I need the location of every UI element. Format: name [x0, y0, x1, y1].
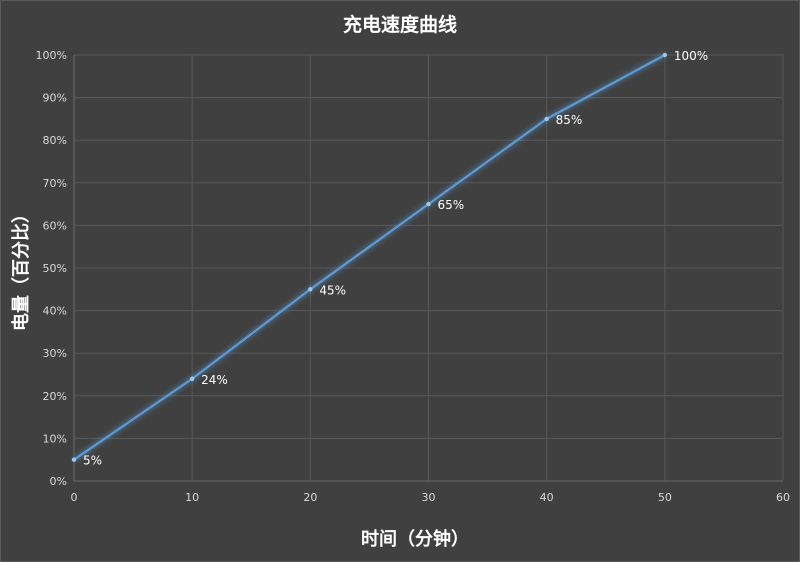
x-tick-label: 40 [540, 491, 554, 504]
y-tick-label: 20% [43, 390, 67, 403]
x-tick-label: 20 [303, 491, 317, 504]
x-tick-label: 10 [185, 491, 199, 504]
x-tick-label: 60 [776, 491, 790, 504]
axes [73, 55, 783, 482]
data-label: 100% [674, 49, 708, 63]
data-point [308, 287, 313, 292]
data-labels: 5% 24% 45% 65% 85% 100% [83, 49, 708, 468]
y-tick-label: 60% [43, 219, 67, 232]
data-label: 45% [319, 283, 346, 297]
data-label: 85% [556, 113, 583, 127]
x-axis-title: 时间（分钟） [361, 528, 469, 550]
data-point [426, 201, 431, 207]
y-tick-label: 100% [36, 49, 67, 62]
y-tick-label: 70% [43, 177, 67, 190]
chart-title: 充电速度曲线 [343, 13, 457, 36]
x-tick-label: 30 [422, 491, 436, 504]
x-tick-label: 50 [658, 491, 672, 504]
y-tick-label: 80% [43, 134, 67, 147]
grid [74, 54, 784, 481]
y-tick-label: 0% [50, 475, 67, 488]
y-tick-label: 40% [43, 305, 67, 318]
y-tick-label: 10% [43, 432, 67, 445]
data-point [71, 457, 77, 462]
data-label: 24% [201, 373, 228, 387]
tick-labels: 0% 10% 20% 30% 40% 50% 60% 70% 80% 90% 100% 0 10 20 30… [36, 49, 790, 504]
data-label: 5% [83, 454, 102, 468]
y-tick-label: 90% [43, 92, 67, 105]
y-tick-label: 30% [43, 347, 67, 360]
x-tick-label: 0 [71, 491, 78, 504]
y-tick-label: 50% [43, 262, 67, 275]
data-point [662, 52, 668, 58]
series-line [73, 54, 666, 461]
data-point [544, 116, 549, 122]
data-label: 65% [438, 198, 465, 212]
y-axis-title: 电量（百分比） [10, 205, 32, 331]
data-point [189, 376, 195, 381]
series-layer [71, 52, 668, 462]
